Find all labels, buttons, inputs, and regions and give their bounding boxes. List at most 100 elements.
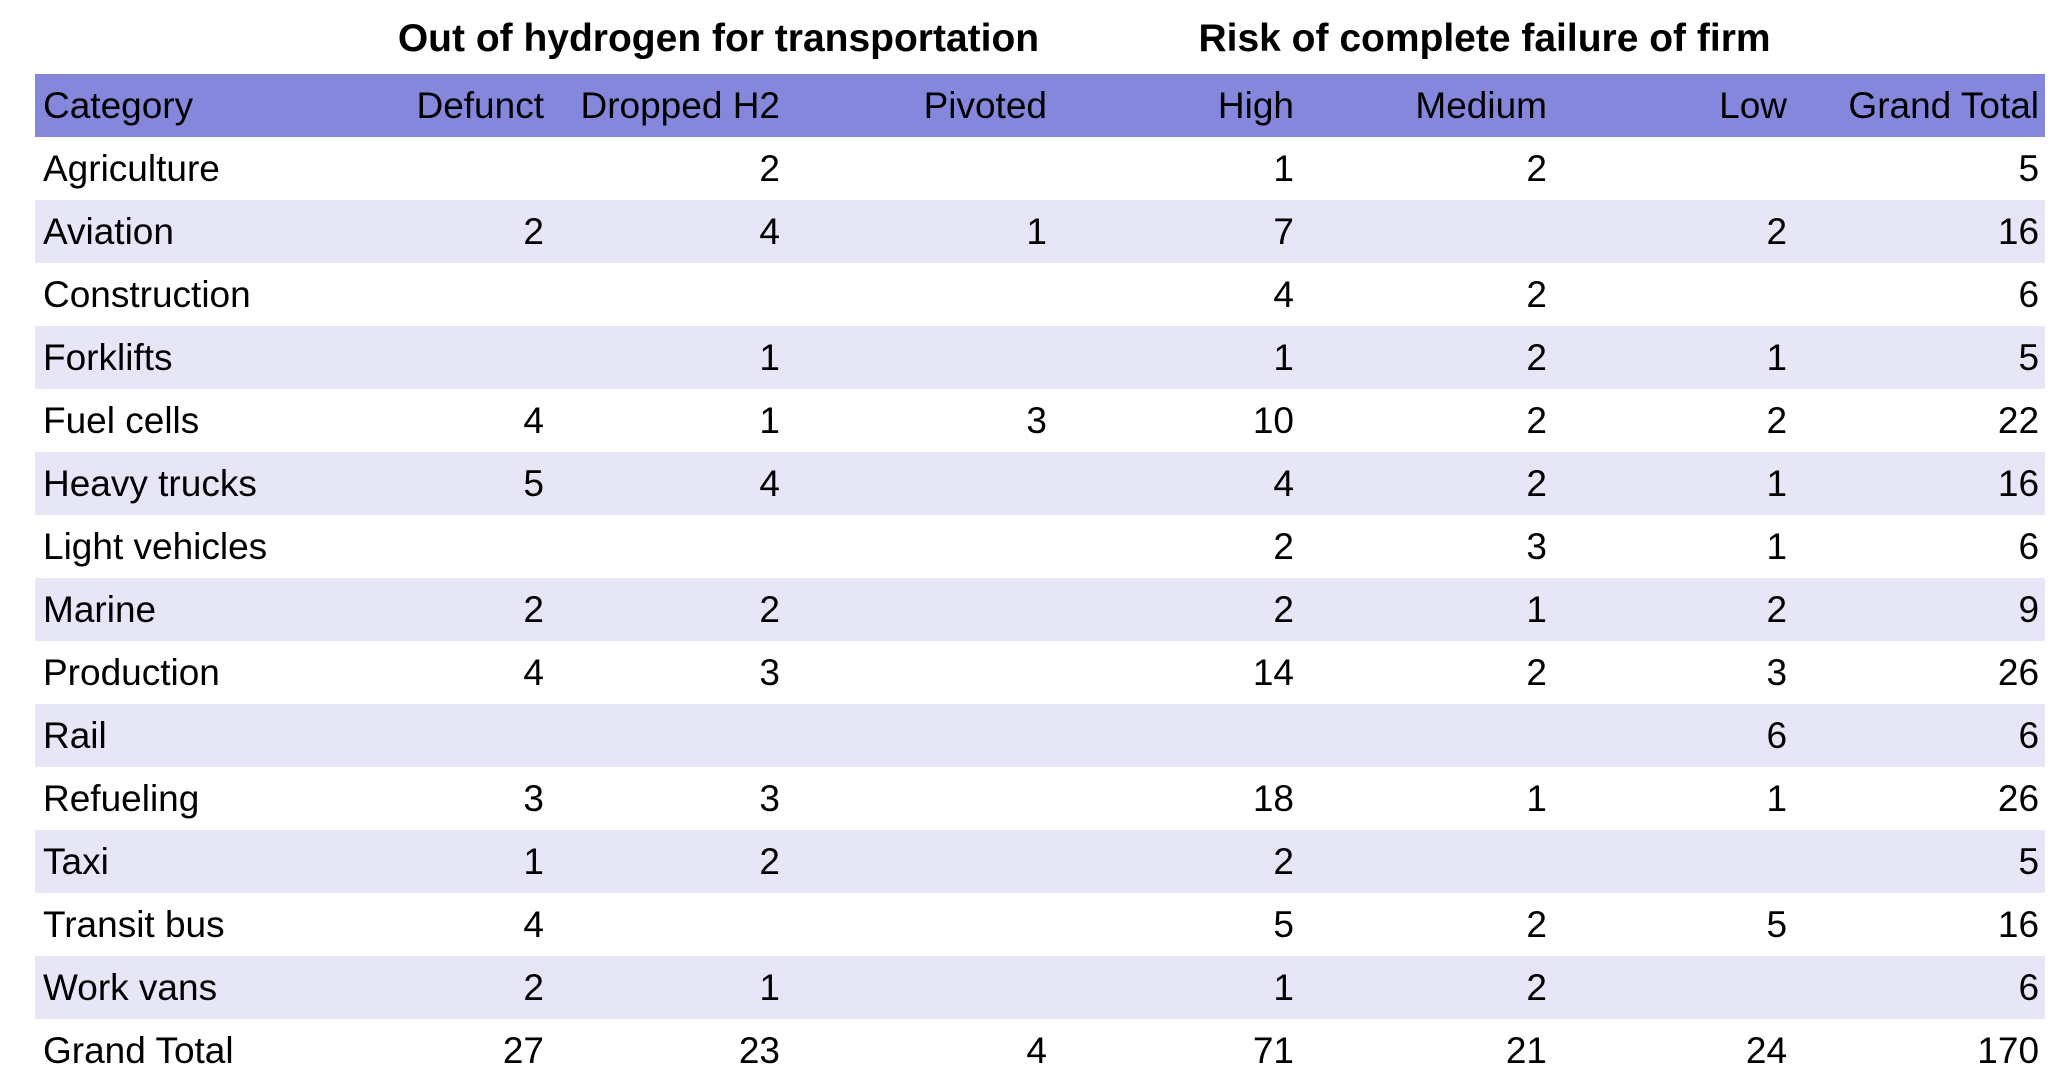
row-label: Heavy trucks bbox=[35, 452, 335, 515]
table-row: Aviation 2 4 1 7 2 16 bbox=[35, 200, 2046, 263]
table-body: Agriculture 2 1 2 5 Aviation 2 4 1 7 2 16 Constructi… bbox=[35, 137, 2046, 1082]
title-spacer bbox=[1793, 0, 2046, 74]
cell: 2 bbox=[1300, 893, 1553, 956]
cell: 3 bbox=[1300, 515, 1553, 578]
table-row: Agriculture 2 1 2 5 bbox=[35, 137, 2046, 200]
cell: 1 bbox=[1553, 767, 1794, 830]
cell: 1 bbox=[550, 389, 786, 452]
row-label: Grand Total bbox=[35, 1019, 335, 1082]
title-spacer bbox=[35, 0, 335, 74]
cell: 4 bbox=[335, 641, 550, 704]
cell: 5 bbox=[1793, 326, 2046, 389]
table-row: Light vehicles 2 3 1 6 bbox=[35, 515, 2046, 578]
row-label: Work vans bbox=[35, 956, 335, 1019]
cell: 14 bbox=[1053, 641, 1300, 704]
cell bbox=[1300, 830, 1553, 893]
cell bbox=[786, 263, 1053, 326]
cell bbox=[786, 641, 1053, 704]
table-row: Production 4 3 14 2 3 26 bbox=[35, 641, 2046, 704]
table-row: Refueling 3 3 18 1 1 26 bbox=[35, 767, 2046, 830]
cell: 5 bbox=[335, 452, 550, 515]
group-title-hydrogen: Out of hydrogen for transportation bbox=[335, 0, 1053, 74]
cell: 3 bbox=[786, 389, 1053, 452]
cell: 5 bbox=[1053, 893, 1300, 956]
cell: 170 bbox=[1793, 1019, 2046, 1082]
pivot-table: Out of hydrogen for transportation Risk … bbox=[35, 0, 2046, 1082]
cell bbox=[1553, 137, 1794, 200]
cell: 16 bbox=[1793, 452, 2046, 515]
cell: 10 bbox=[1053, 389, 1300, 452]
column-header-dropped-h2: Dropped H2 bbox=[550, 74, 786, 137]
cell bbox=[786, 326, 1053, 389]
cell: 4 bbox=[335, 389, 550, 452]
cell: 3 bbox=[335, 767, 550, 830]
cell: 2 bbox=[1053, 515, 1300, 578]
cell: 26 bbox=[1793, 641, 2046, 704]
cell: 4 bbox=[786, 1019, 1053, 1082]
row-label: Agriculture bbox=[35, 137, 335, 200]
table-row: Rail 6 6 bbox=[35, 704, 2046, 767]
table-row: Grand Total 27 23 4 71 21 24 170 bbox=[35, 1019, 2046, 1082]
cell bbox=[335, 515, 550, 578]
table-row: Taxi 1 2 2 5 bbox=[35, 830, 2046, 893]
cell: 1 bbox=[1300, 767, 1553, 830]
cell: 2 bbox=[1300, 137, 1553, 200]
cell: 2 bbox=[1300, 956, 1553, 1019]
cell: 1 bbox=[1553, 452, 1794, 515]
column-header-pivoted: Pivoted bbox=[786, 74, 1053, 137]
cell bbox=[1300, 704, 1553, 767]
cell: 6 bbox=[1793, 515, 2046, 578]
column-header-category: Category bbox=[35, 74, 335, 137]
cell: 4 bbox=[1053, 452, 1300, 515]
row-label: Production bbox=[35, 641, 335, 704]
cell: 2 bbox=[1300, 641, 1553, 704]
cell bbox=[550, 893, 786, 956]
cell: 2 bbox=[335, 200, 550, 263]
cell bbox=[335, 326, 550, 389]
row-label: Transit bus bbox=[35, 893, 335, 956]
cell: 71 bbox=[1053, 1019, 1300, 1082]
row-label: Marine bbox=[35, 578, 335, 641]
column-header-medium: Medium bbox=[1300, 74, 1553, 137]
cell: 27 bbox=[335, 1019, 550, 1082]
cell: 2 bbox=[1553, 200, 1794, 263]
cell bbox=[335, 263, 550, 326]
cell: 4 bbox=[335, 893, 550, 956]
cell bbox=[786, 137, 1053, 200]
column-header-defunct: Defunct bbox=[335, 74, 550, 137]
cell: 2 bbox=[335, 956, 550, 1019]
cell bbox=[786, 452, 1053, 515]
cell: 4 bbox=[550, 200, 786, 263]
cell: 4 bbox=[1053, 263, 1300, 326]
column-header-high: High bbox=[1053, 74, 1300, 137]
cell bbox=[786, 515, 1053, 578]
cell: 6 bbox=[1793, 263, 2046, 326]
cell: 2 bbox=[1300, 263, 1553, 326]
cell: 16 bbox=[1793, 893, 2046, 956]
cell: 1 bbox=[550, 326, 786, 389]
cell: 2 bbox=[1053, 578, 1300, 641]
cell: 1 bbox=[1053, 326, 1300, 389]
cell: 22 bbox=[1793, 389, 2046, 452]
cell: 3 bbox=[550, 641, 786, 704]
row-label: Forklifts bbox=[35, 326, 335, 389]
cell: 2 bbox=[335, 578, 550, 641]
cell: 2 bbox=[1553, 389, 1794, 452]
cell: 2 bbox=[1300, 389, 1553, 452]
row-label: Light vehicles bbox=[35, 515, 335, 578]
cell: 1 bbox=[1300, 578, 1553, 641]
cell: 5 bbox=[1793, 137, 2046, 200]
cell: 7 bbox=[1053, 200, 1300, 263]
cell: 2 bbox=[1300, 452, 1553, 515]
row-label: Fuel cells bbox=[35, 389, 335, 452]
group-titles-row: Out of hydrogen for transportation Risk … bbox=[35, 0, 2046, 74]
cell: 2 bbox=[1300, 326, 1553, 389]
cell: 26 bbox=[1793, 767, 2046, 830]
row-label: Construction bbox=[35, 263, 335, 326]
cell bbox=[1553, 956, 1794, 1019]
table-row: Work vans 2 1 1 2 6 bbox=[35, 956, 2046, 1019]
cell: 9 bbox=[1793, 578, 2046, 641]
cell: 1 bbox=[786, 200, 1053, 263]
cell bbox=[786, 578, 1053, 641]
row-label: Rail bbox=[35, 704, 335, 767]
